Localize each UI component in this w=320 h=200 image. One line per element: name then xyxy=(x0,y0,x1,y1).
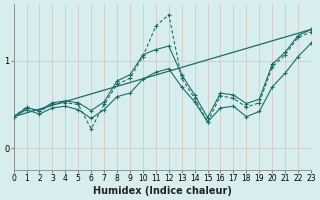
X-axis label: Humidex (Indice chaleur): Humidex (Indice chaleur) xyxy=(93,186,232,196)
